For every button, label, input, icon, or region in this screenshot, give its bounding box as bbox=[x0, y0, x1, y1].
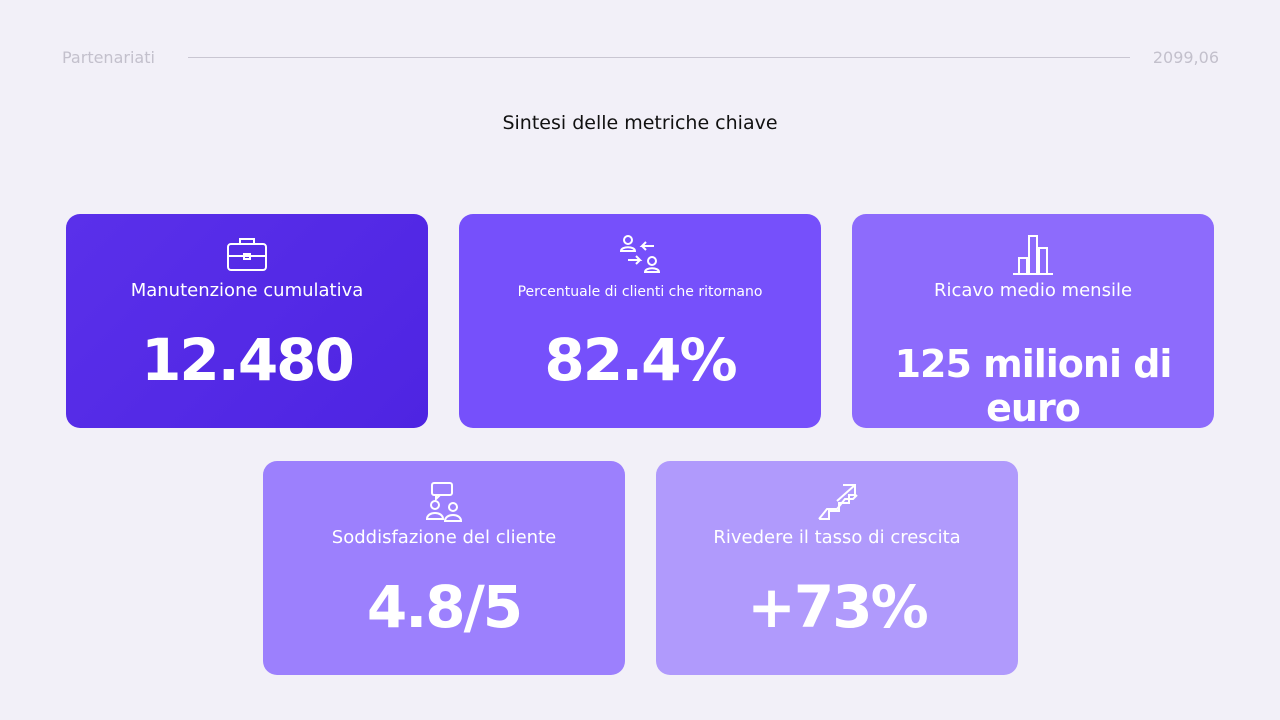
metric-card: Percentuale di clienti che ritornano 82.… bbox=[459, 214, 821, 428]
icon bbox=[818, 484, 858, 520]
icon bbox=[425, 482, 463, 522]
card-value: 12.480 bbox=[141, 326, 355, 394]
icon bbox=[619, 235, 661, 273]
title: Sintesi delle metriche chiave bbox=[502, 112, 778, 134]
metric-card: Soddisfazione del cliente 4.8/5 bbox=[263, 461, 625, 675]
card-value: 125 milioni di euro bbox=[894, 342, 1173, 430]
metric-card: Rivedere il tasso di crescita +73% bbox=[656, 461, 1018, 675]
card-value: +73% bbox=[747, 573, 928, 641]
metric-card: Ricavo medio mensile 125 milioni di euro bbox=[852, 214, 1214, 430]
card-label: Rivedere il tasso di crescita bbox=[713, 527, 961, 548]
icon bbox=[227, 238, 267, 271]
icon bbox=[1013, 235, 1053, 275]
metric-card: Manutenzione cumulativa 12.480 bbox=[66, 214, 428, 428]
card-label: Manutenzione cumulativa bbox=[130, 280, 364, 301]
card-label: Ricavo medio mensile bbox=[933, 280, 1133, 301]
card-label: Soddisfazione del cliente bbox=[331, 527, 557, 548]
card-value: 82.4% bbox=[544, 326, 737, 394]
header-right: 2099,06 bbox=[1152, 48, 1219, 67]
divider bbox=[188, 57, 1130, 58]
card-label: Percentuale di clienti che ritornano bbox=[517, 284, 763, 300]
header-left: Partenariati bbox=[62, 48, 155, 67]
card-value: 4.8/5 bbox=[366, 573, 523, 641]
